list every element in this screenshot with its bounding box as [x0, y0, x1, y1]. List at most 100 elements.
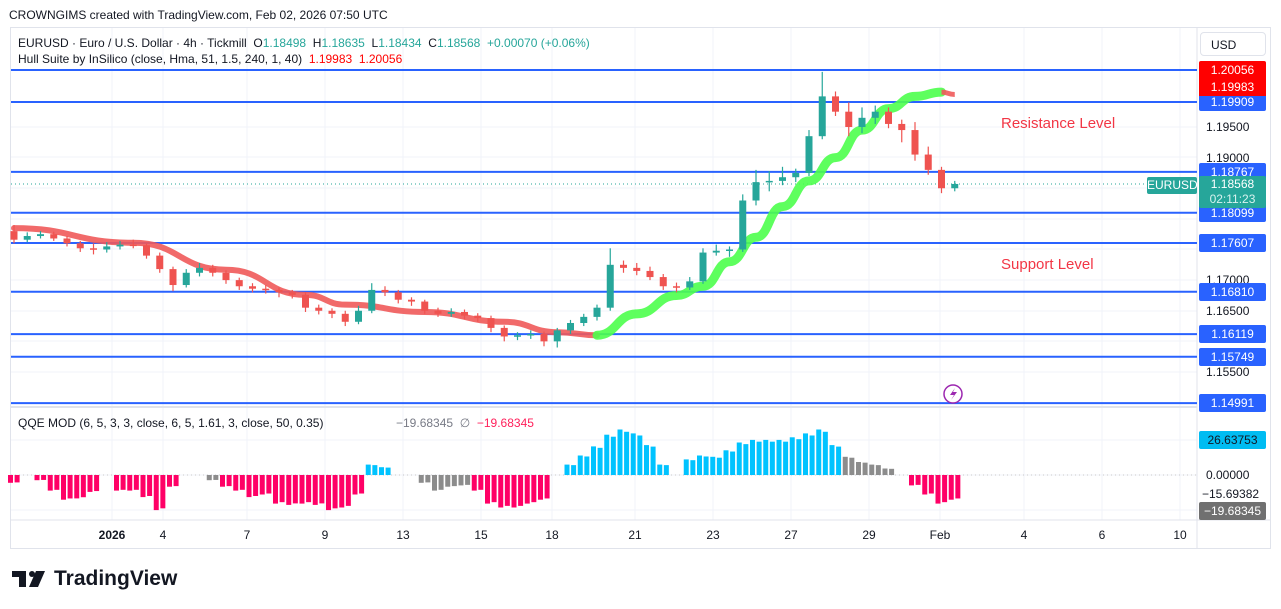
- candle-body: [394, 292, 402, 300]
- tradingview-logo[interactable]: TradingView: [12, 567, 177, 591]
- qqe-bar: [491, 475, 497, 503]
- qqe-axis-tick: 0.00000: [1206, 468, 1250, 482]
- qqe-bar: [352, 475, 358, 495]
- candle: [593, 304, 601, 321]
- candle: [50, 231, 58, 241]
- candle: [938, 166, 945, 194]
- candle: [633, 262, 641, 276]
- candle: [686, 277, 694, 290]
- qqe-histogram: [8, 429, 961, 511]
- qqe-bar: [54, 475, 60, 490]
- candle-body: [275, 289, 283, 293]
- symbol-title: EURUSD · Euro / U.S. Dollar · 4h · Tickm…: [18, 36, 247, 50]
- qqe-bar: [153, 475, 159, 511]
- candle-body: [765, 180, 773, 183]
- candle-body: [129, 244, 137, 247]
- candle: [209, 264, 217, 277]
- hull-value-1: 1.19983: [308, 52, 353, 66]
- qqe-bar: [544, 475, 550, 499]
- candle-body: [712, 250, 720, 253]
- candle-body: [739, 200, 747, 250]
- level-price-label: 1.15749: [1199, 347, 1266, 366]
- candle-body: [951, 183, 959, 189]
- candle-body: [924, 154, 932, 170]
- currency-button[interactable]: USD: [1200, 32, 1266, 56]
- qqe-bar: [538, 475, 543, 500]
- candle-body: [567, 323, 574, 331]
- candle: [249, 283, 256, 293]
- candle-body: [633, 267, 641, 271]
- qqe-bar: [127, 475, 133, 491]
- time-tick: 13: [396, 528, 410, 542]
- candle: [699, 248, 707, 284]
- qqe-bar: [319, 475, 325, 504]
- qqe-bar: [875, 465, 881, 475]
- qqe-bar: [657, 464, 663, 475]
- qqe-bar: [928, 475, 934, 494]
- qqe-bar: [856, 462, 861, 475]
- high-value: 1.18635: [321, 36, 365, 50]
- lightning-icon[interactable]: [943, 384, 963, 404]
- qqe-bar: [167, 475, 172, 487]
- candle: [368, 283, 376, 314]
- qqe-bar: [531, 475, 537, 503]
- candle: [408, 297, 415, 306]
- candle-body: [726, 249, 733, 251]
- candle-body: [355, 310, 362, 322]
- qqe-bar: [220, 475, 225, 487]
- qqe-bar: [829, 445, 835, 475]
- qqe-bar: [697, 455, 702, 475]
- qqe-bar: [591, 446, 596, 475]
- qqe-bar: [644, 445, 649, 475]
- candle: [500, 325, 508, 342]
- candle-body: [673, 286, 680, 288]
- qqe-bar: [246, 475, 252, 498]
- candle-body: [37, 234, 44, 237]
- candle: [235, 277, 243, 290]
- qqe-bar: [955, 475, 961, 499]
- symbol-legend[interactable]: EURUSD · Euro / U.S. Dollar · 4h · Tickm…: [18, 36, 590, 50]
- candle: [90, 243, 97, 255]
- qqe-bar: [909, 475, 914, 486]
- qqe-value-2: −19.68345: [476, 416, 534, 430]
- qqe-legend[interactable]: QQE MOD (6, 5, 3, 3, close, 6, 5, 1.61, …: [18, 416, 323, 430]
- hull-down-segment: [11, 225, 600, 339]
- qqe-bar: [703, 456, 709, 475]
- candle-body: [514, 335, 521, 337]
- qqe-bar: [518, 475, 524, 506]
- qqe-bar: [504, 475, 510, 506]
- candle: [10, 225, 18, 244]
- qqe-bar: [889, 468, 895, 475]
- qqe-bar: [266, 475, 272, 494]
- qqe-bar: [478, 475, 484, 490]
- qqe-bar: [14, 475, 20, 483]
- resistance-annotation[interactable]: Resistance Level: [1001, 115, 1116, 132]
- candle: [858, 107, 866, 134]
- candles: [10, 71, 959, 348]
- candle: [818, 71, 826, 140]
- hull-legend[interactable]: Hull Suite by InSilico (close, Hma, 51, …: [18, 52, 402, 66]
- candle: [341, 310, 349, 327]
- qqe-bar: [41, 475, 47, 480]
- level-price-label: 1.16810: [1199, 282, 1266, 301]
- qqe-bar: [610, 436, 616, 475]
- candle-body: [938, 169, 945, 189]
- time-tick: Feb: [929, 528, 951, 542]
- candle-body: [553, 330, 561, 342]
- support-annotation[interactable]: Support Level: [1001, 256, 1094, 273]
- candle-body: [408, 299, 415, 302]
- qqe-bar: [379, 467, 384, 475]
- qqe-bar: [650, 446, 656, 475]
- qqe-bar: [87, 475, 93, 492]
- tradingview-logo-icon: [12, 571, 45, 587]
- candle: [275, 287, 283, 298]
- candle: [527, 330, 535, 339]
- qqe-bar: [438, 475, 444, 490]
- time-tick: 18: [545, 528, 559, 542]
- qqe-bar: [233, 475, 239, 491]
- chart-credit: CROWNGIMS created with TradingView.com, …: [9, 8, 388, 22]
- qqe-bar: [445, 475, 451, 487]
- time-tick: 7: [243, 528, 251, 542]
- candle-body: [209, 267, 217, 273]
